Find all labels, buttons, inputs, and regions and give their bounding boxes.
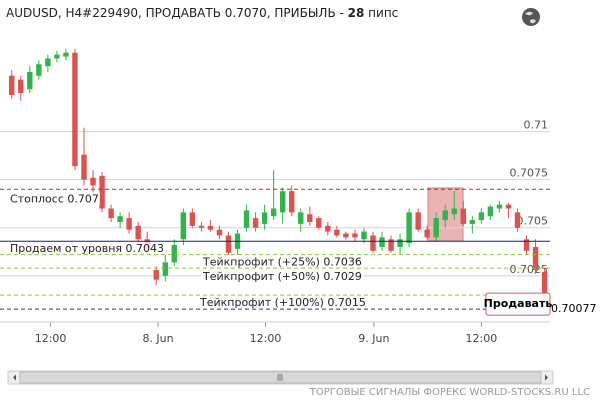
x-tick-label: 12:00 <box>250 332 282 345</box>
candle-body <box>171 245 178 263</box>
candle-body <box>505 204 512 209</box>
scrollbar[interactable] <box>7 370 554 385</box>
candle-body <box>469 220 476 224</box>
y-tick-label: 0.7075 <box>510 167 549 180</box>
y-tick-label: 0.71 <box>524 119 549 132</box>
level-label-bg <box>201 255 363 269</box>
candle-body <box>279 191 286 213</box>
candle-body <box>36 64 42 76</box>
candle-body <box>460 208 467 224</box>
candle-body <box>27 71 33 90</box>
scroll-grip <box>277 374 283 381</box>
candle-body <box>397 239 403 247</box>
footer: ТОРГОВЫЕ СИГНАЛЫ ФОРЕКС WORLD-STOCKS.RU … <box>309 387 590 398</box>
candle-body <box>54 54 60 59</box>
level-label: Стоплосс 0.707 <box>10 192 99 205</box>
candle-body <box>99 175 105 209</box>
level-label-bg <box>9 192 100 206</box>
candle-body <box>343 233 349 238</box>
candle-body <box>72 52 78 167</box>
header-unit: пипс <box>364 6 398 20</box>
candle-body <box>135 225 141 240</box>
header-text: AUDUSD, H4#229490, ПРОДАВАТЬ 0.7070, ПРИ… <box>6 6 348 20</box>
candle-body <box>261 212 268 224</box>
candle-body <box>18 79 24 94</box>
level-label: Тейкпрофит (+50%) 0.7029 <box>202 270 362 283</box>
globe-icon[interactable] <box>522 8 540 26</box>
candle-body <box>487 206 494 217</box>
level-label: Продаем от уровня 0.7043 <box>10 242 164 255</box>
candle-body <box>153 270 159 280</box>
candle-body <box>541 271 548 301</box>
candle-body <box>198 225 205 228</box>
signal-box <box>485 292 551 316</box>
x-tick-label: 9. Jun <box>358 332 389 345</box>
y-tick-label: 0.7025 <box>510 263 549 276</box>
scroll-right[interactable] <box>545 374 548 381</box>
x-tick-label: 8. Jun <box>142 332 173 345</box>
candle-body <box>298 212 304 224</box>
candle-body <box>9 75 15 96</box>
candle-body <box>379 237 385 247</box>
x-tick-label: 12:00 <box>35 332 67 345</box>
y-tick-label: 0.705 <box>517 215 549 228</box>
scroll-left[interactable] <box>13 374 16 381</box>
x-tick-label: 12:00 <box>466 332 498 345</box>
candle-body <box>45 58 51 67</box>
candle-body <box>108 208 114 219</box>
candle-body <box>532 246 539 271</box>
candle-body <box>316 218 322 228</box>
level-label: Тейкпрофит (+25%) 0.7036 <box>202 256 362 269</box>
candle-body <box>325 225 331 232</box>
candle-body <box>514 212 521 228</box>
level-label-bg <box>201 270 363 284</box>
level-label: Тейкпрофит (+100%) 0.7015 <box>199 296 366 309</box>
candle-body <box>252 218 259 228</box>
candle-body <box>162 262 168 276</box>
candle-body <box>451 208 457 215</box>
candle-body <box>216 229 223 236</box>
candle-body <box>180 212 187 240</box>
signal-label: Продавать <box>484 297 553 310</box>
level-label-bg <box>9 242 166 256</box>
candle-body <box>225 235 232 253</box>
candle-body <box>63 52 69 57</box>
plot: 0.7025 0.705 0.7075 0.71 12:00 8. Jun 12:00 9. … <box>0 48 550 345</box>
candle-body <box>189 212 196 226</box>
candle-body <box>442 210 448 221</box>
candle-body <box>370 235 376 251</box>
candle-body <box>288 191 295 213</box>
candle-body <box>307 214 313 222</box>
candle-body <box>424 229 430 238</box>
candle-body <box>361 231 367 240</box>
candle-body <box>207 225 214 230</box>
header-profit: 28 <box>348 6 365 20</box>
candle-body <box>81 154 87 180</box>
level-label-bg <box>198 296 367 310</box>
candle-body <box>334 229 340 236</box>
candle-body <box>478 212 485 221</box>
candle-body <box>352 233 358 238</box>
candle-body <box>243 210 250 228</box>
price-label: 0.70077 <box>551 302 597 315</box>
candle-body <box>90 177 96 186</box>
header-title: AUDUSD, H4#229490, ПРОДАВАТЬ 0.7070, ПРИ… <box>6 6 398 20</box>
candle-body <box>523 239 530 251</box>
candle-body <box>388 239 394 251</box>
candle-body <box>415 212 421 230</box>
candle-body <box>496 204 503 209</box>
candle-body <box>406 212 412 244</box>
candle-body <box>270 208 277 217</box>
candle-body <box>433 218 439 238</box>
candle-body <box>117 216 123 222</box>
candle-body <box>126 218 132 230</box>
globe-land <box>525 11 536 24</box>
globe[interactable] <box>522 8 540 26</box>
